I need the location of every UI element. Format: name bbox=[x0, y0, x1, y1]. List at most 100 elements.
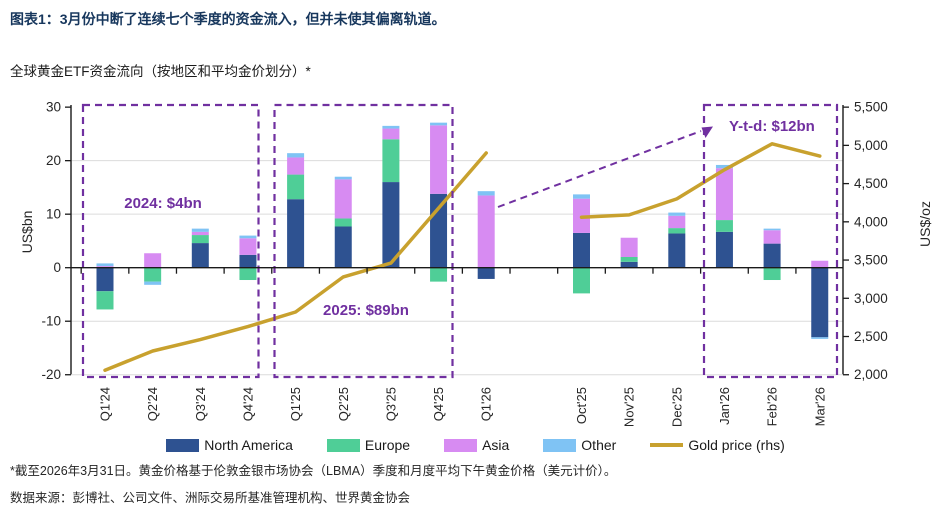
bar-segment-europe-Q2'24 bbox=[144, 267, 162, 282]
x-category-label: Feb'26 bbox=[765, 387, 780, 426]
bar-segment-europe-Q1'24 bbox=[96, 291, 114, 310]
bar-segment-other-Q2'24 bbox=[144, 281, 162, 285]
bar-segment-europe-Q4'24 bbox=[239, 267, 257, 281]
bar-segment-europe-Feb'26 bbox=[763, 267, 781, 281]
legend-label: Europe bbox=[364, 437, 411, 453]
left-axis-tick-label: 10 bbox=[46, 207, 61, 222]
bar-segment-north-america-Q1'26 bbox=[477, 267, 495, 279]
bar-segment-asia-Dec'25 bbox=[668, 215, 686, 229]
bar-segment-europe-Q4'25 bbox=[430, 267, 448, 282]
legend-item-gold-price: Gold price (rhs) bbox=[650, 437, 785, 453]
annotation-2025-total: 2025: $89bn bbox=[323, 302, 409, 319]
annotation-2024-total: 2024: $4bn bbox=[124, 195, 202, 212]
bar-segment-europe-Q2'25 bbox=[334, 218, 352, 227]
bar-segment-north-america-Q3'24 bbox=[191, 243, 209, 268]
bar-segment-north-america-Dec'25 bbox=[668, 233, 686, 268]
left-axis-tick-label: 0 bbox=[53, 260, 61, 275]
x-category-label: Nov'25 bbox=[622, 387, 637, 427]
legend-item-asia: Asia bbox=[444, 437, 509, 453]
legend-label: Asia bbox=[482, 437, 510, 453]
bar-segment-asia-Q4'24 bbox=[239, 238, 257, 255]
legend-label: North America bbox=[204, 437, 293, 453]
bar-segment-north-america-Nov'25 bbox=[620, 261, 638, 268]
x-category-label: Jan'26 bbox=[717, 387, 732, 425]
bar-segment-north-america-Oct'25 bbox=[573, 232, 590, 268]
bar-segment-europe-Jan'26 bbox=[715, 220, 733, 232]
bar-segment-other-Q3'24 bbox=[191, 228, 209, 232]
right-axis-tick-label: 4,000 bbox=[854, 214, 888, 229]
bar-segment-other-Q1'25 bbox=[287, 153, 305, 158]
legend-swatch-icon bbox=[326, 438, 360, 452]
x-category-label: Oct'25 bbox=[574, 387, 589, 424]
x-category-label: Q2'24 bbox=[145, 387, 160, 421]
legend-item-europe: Europe bbox=[326, 437, 411, 453]
annotation-box-ytd bbox=[702, 103, 839, 379]
bar-segment-europe-Oct'25 bbox=[573, 267, 590, 294]
x-category-label: Q4'25 bbox=[431, 387, 446, 421]
bar-segment-europe-Nov'25 bbox=[620, 256, 638, 262]
bar-segment-north-america-Q4'24 bbox=[239, 254, 257, 268]
bar-segment-asia-Q3'25 bbox=[382, 128, 400, 140]
annotation-box-2025 bbox=[273, 103, 454, 379]
bar-segment-north-america-Q1'25 bbox=[287, 199, 305, 268]
legend-item-other: Other bbox=[543, 437, 616, 453]
annotation-ytd-total: Y-t-d: $12bn bbox=[729, 118, 815, 135]
legend-label: Gold price (rhs) bbox=[688, 437, 785, 453]
bar-segment-asia-Q3'24 bbox=[191, 231, 209, 236]
right-axis-tick-label: 2,000 bbox=[854, 367, 888, 382]
left-axis-tick-label: -10 bbox=[41, 314, 61, 329]
legend-swatch-icon bbox=[543, 438, 577, 452]
bar-segment-other-Q1'26 bbox=[477, 191, 495, 196]
ytd-arrowhead bbox=[701, 126, 713, 138]
right-axis-tick-label: 2,500 bbox=[854, 329, 888, 344]
legend-line-swatch-icon bbox=[650, 443, 684, 447]
bar-segment-north-america-Q2'25 bbox=[334, 226, 352, 268]
bar-segment-other-Oct'25 bbox=[573, 194, 590, 199]
bar-segment-europe-Q3'24 bbox=[191, 235, 209, 244]
right-axis-tick-label: 3,000 bbox=[854, 291, 888, 306]
x-category-label: Q1'25 bbox=[288, 387, 303, 421]
legend: North America Europe Asia Other Gold price (… bbox=[0, 437, 951, 453]
bar-segment-other-Dec'25 bbox=[668, 212, 686, 216]
gold-price-line-monthly bbox=[579, 142, 822, 219]
bar-segment-asia-Nov'25 bbox=[620, 237, 638, 257]
right-axis-tick-label: 5,500 bbox=[854, 100, 888, 115]
bar-segment-europe-Q3'25 bbox=[382, 139, 400, 183]
bar-segment-asia-Q2'24 bbox=[144, 253, 162, 268]
bar-segment-asia-Q2'25 bbox=[334, 179, 352, 219]
footnote-source: 数据来源：彭博社、公司文件、洲际交易所基准管理机构、世界黄金协会 bbox=[10, 491, 411, 505]
bar-segment-other-Q2'25 bbox=[334, 176, 352, 180]
bar-segment-asia-Q1'26 bbox=[477, 195, 495, 268]
x-category-label: Q3'24 bbox=[193, 387, 208, 421]
left-axis-tick-label: 30 bbox=[46, 100, 61, 115]
legend-swatch-icon bbox=[444, 438, 478, 452]
chart-subtitle: 全球黄金ETF资金流向（按地区和平均金价划分）* bbox=[10, 64, 311, 79]
bars-group bbox=[96, 122, 829, 339]
bar-segment-other-Q4'24 bbox=[239, 235, 257, 239]
left-axis-tick-label: -20 bbox=[41, 367, 61, 382]
bar-segment-other-Mar'26 bbox=[811, 337, 829, 339]
bar-segment-asia-Q4'25 bbox=[430, 125, 448, 194]
legend-swatch-icon bbox=[166, 438, 200, 452]
gold-price-line-quarterly bbox=[103, 151, 488, 372]
bar-segment-other-Q3'25 bbox=[382, 125, 400, 129]
legend-label: Other bbox=[581, 437, 617, 453]
bar-segment-asia-Mar'26 bbox=[811, 260, 829, 268]
bar-segment-north-america-Q3'25 bbox=[382, 182, 400, 268]
annotation-box-2024 bbox=[81, 103, 260, 379]
x-category-label: Q4'24 bbox=[240, 387, 255, 421]
right-axis-tick-label: 5,000 bbox=[854, 138, 888, 153]
bar-segment-north-america-Mar'26 bbox=[811, 267, 829, 338]
legend-item-north-america: North America bbox=[166, 437, 293, 453]
x-category-label: Q3'25 bbox=[383, 387, 398, 421]
x-category-label: Q2'25 bbox=[336, 387, 351, 421]
bar-segment-asia-Jan'26 bbox=[715, 168, 733, 221]
footnote-asterisk: *截至2026年3月31日。黄金价格基于伦敦金银市场协会（LBMA）季度和月度平… bbox=[10, 464, 617, 478]
bar-segment-north-america-Jan'26 bbox=[715, 231, 733, 268]
x-category-label: Q1'24 bbox=[98, 387, 113, 421]
chart-title: 图表1：3月份中断了连续七个季度的资金流入，但并未使其偏离轨道。 bbox=[10, 11, 446, 27]
bar-segment-other-Q1'24 bbox=[96, 263, 114, 267]
right-axis-tick-label: 3,500 bbox=[854, 253, 888, 268]
